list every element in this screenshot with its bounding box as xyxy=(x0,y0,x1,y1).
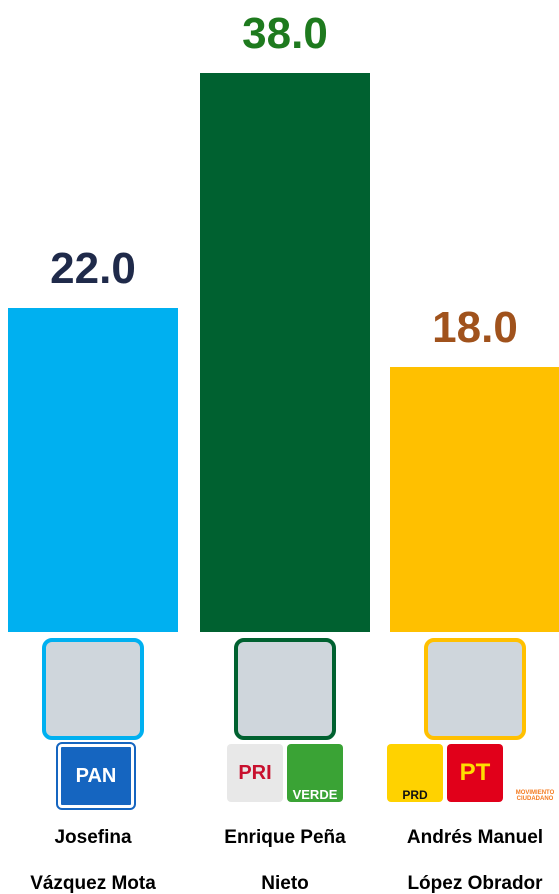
bar xyxy=(8,308,178,632)
party-logo: VERDE xyxy=(287,744,343,802)
party-logo: MOVIMIENTO CIUDADANO xyxy=(507,744,559,802)
party-logo: PT xyxy=(447,744,503,802)
value-label: 18.0 xyxy=(375,303,559,353)
bar xyxy=(200,73,370,632)
category-label: Enrique Peña Nieto xyxy=(210,815,360,894)
bar xyxy=(390,367,559,632)
party-logo: PAN xyxy=(58,744,134,808)
chart: 22.0 PAN Josefina Vázquez Mota 38.0 PRIVERDE… xyxy=(0,0,559,894)
candidate-photo xyxy=(234,638,336,740)
party-logo: PRD xyxy=(387,744,443,802)
category-label: Andrés Manuel López Obrador xyxy=(400,815,550,894)
value-label: 38.0 xyxy=(185,9,385,59)
party-logo: PRI xyxy=(227,744,283,802)
candidate-photo xyxy=(42,638,144,740)
candidate-photo xyxy=(424,638,526,740)
category-label: Josefina Vázquez Mota xyxy=(18,815,168,894)
value-label: 22.0 xyxy=(0,244,193,294)
